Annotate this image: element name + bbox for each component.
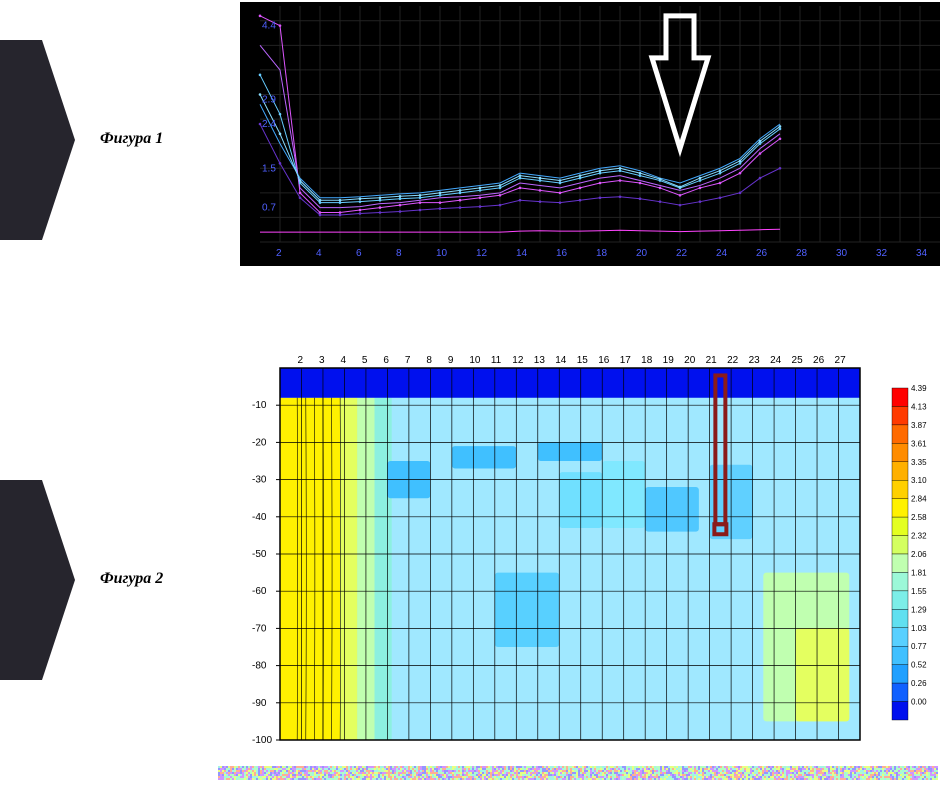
svg-text:22: 22 (676, 248, 688, 259)
svg-text:18: 18 (641, 355, 653, 366)
svg-text:-10: -10 (252, 400, 267, 411)
svg-text:2.06: 2.06 (911, 550, 927, 559)
svg-text:23: 23 (749, 355, 761, 366)
svg-text:2.58: 2.58 (911, 513, 927, 522)
svg-text:20: 20 (636, 248, 648, 259)
svg-text:32: 32 (876, 248, 888, 259)
svg-text:22: 22 (727, 355, 739, 366)
svg-text:3.35: 3.35 (911, 458, 927, 467)
svg-text:6: 6 (356, 248, 362, 259)
svg-text:-60: -60 (252, 586, 267, 597)
svg-text:11: 11 (491, 355, 502, 366)
svg-text:3: 3 (319, 355, 325, 366)
svg-text:20: 20 (684, 355, 696, 366)
svg-text:3.61: 3.61 (911, 439, 927, 448)
svg-text:-30: -30 (252, 475, 267, 486)
svg-text:1.03: 1.03 (911, 624, 927, 633)
svg-text:24: 24 (716, 248, 728, 259)
svg-text:28: 28 (796, 248, 808, 259)
svg-text:12: 12 (476, 248, 488, 259)
svg-text:30: 30 (836, 248, 848, 259)
figure-1-label: Фигура 1 (100, 130, 163, 148)
svg-text:4: 4 (340, 355, 346, 366)
svg-text:7: 7 (405, 355, 411, 366)
svg-text:2: 2 (297, 355, 303, 366)
svg-text:19: 19 (663, 355, 675, 366)
svg-text:26: 26 (813, 355, 825, 366)
noise-decorative-strip (218, 766, 938, 780)
svg-text:4.4: 4.4 (262, 21, 276, 32)
svg-text:14: 14 (516, 248, 528, 259)
svg-text:8: 8 (396, 248, 402, 259)
svg-text:0.7: 0.7 (262, 203, 276, 214)
pointer-chevron-1 (0, 40, 75, 240)
svg-text:4: 4 (316, 248, 322, 259)
figure-2-label: Фигура 2 (100, 570, 163, 588)
svg-text:25: 25 (792, 355, 804, 366)
svg-text:3.10: 3.10 (911, 476, 927, 485)
svg-text:-100: -100 (252, 735, 272, 746)
svg-text:2.84: 2.84 (911, 495, 927, 504)
svg-text:-20: -20 (252, 437, 267, 448)
svg-text:27: 27 (835, 355, 847, 366)
svg-text:12: 12 (512, 355, 524, 366)
svg-text:4.39: 4.39 (911, 384, 927, 393)
svg-text:3.87: 3.87 (911, 421, 927, 430)
svg-text:0.77: 0.77 (911, 642, 927, 651)
svg-text:14: 14 (555, 355, 567, 366)
svg-text:1.81: 1.81 (911, 568, 927, 577)
svg-text:16: 16 (556, 248, 568, 259)
svg-text:-40: -40 (252, 512, 267, 523)
svg-text:17: 17 (620, 355, 632, 366)
svg-text:2.4: 2.4 (262, 119, 276, 130)
pointer-chevron-2 (0, 480, 75, 680)
line-chart: 0.71.52.42.94.42468101214161820222426283… (240, 2, 940, 266)
svg-text:5: 5 (362, 355, 368, 366)
svg-text:26: 26 (756, 248, 768, 259)
svg-text:13: 13 (534, 355, 546, 366)
svg-text:2.32: 2.32 (911, 532, 927, 541)
svg-text:-50: -50 (252, 549, 267, 560)
svg-text:4.13: 4.13 (911, 402, 927, 411)
svg-text:1.29: 1.29 (911, 605, 927, 614)
svg-text:-70: -70 (252, 623, 267, 634)
svg-text:0.52: 0.52 (911, 661, 927, 670)
svg-text:1.5: 1.5 (262, 163, 276, 174)
svg-text:2.9: 2.9 (262, 94, 276, 105)
svg-text:21: 21 (706, 355, 718, 366)
heatmap-chart: 2345678910111213141516171819202122232425… (240, 350, 940, 750)
svg-text:-80: -80 (252, 661, 267, 672)
svg-text:10: 10 (469, 355, 481, 366)
svg-text:2: 2 (276, 248, 282, 259)
svg-text:-90: -90 (252, 698, 267, 709)
svg-text:34: 34 (916, 248, 928, 259)
svg-text:0.00: 0.00 (911, 698, 927, 707)
svg-text:1.55: 1.55 (911, 587, 927, 596)
svg-text:8: 8 (426, 355, 432, 366)
svg-text:0.26: 0.26 (911, 679, 927, 688)
svg-text:9: 9 (448, 355, 454, 366)
svg-text:6: 6 (383, 355, 389, 366)
svg-text:18: 18 (596, 248, 608, 259)
svg-text:10: 10 (436, 248, 448, 259)
svg-text:15: 15 (577, 355, 589, 366)
svg-text:16: 16 (598, 355, 610, 366)
svg-text:24: 24 (770, 355, 782, 366)
